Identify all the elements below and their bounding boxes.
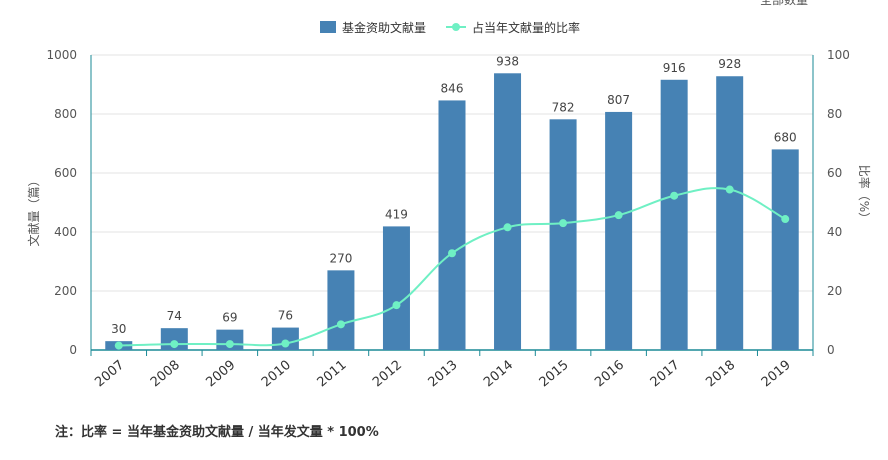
bar — [382, 226, 410, 350]
x-tick-label: 2014 — [481, 358, 516, 391]
ratio-point — [392, 301, 401, 310]
bar — [549, 119, 577, 350]
x-tick-label: 2010 — [259, 358, 294, 391]
legend-swatch-marker — [452, 23, 460, 31]
x-tick-label: 2018 — [703, 358, 738, 391]
legend-swatch-bar — [320, 21, 336, 33]
bar — [327, 270, 355, 350]
y-tick-label: 600 — [54, 166, 77, 180]
bar — [660, 79, 688, 350]
y-tick-label: 0 — [69, 343, 77, 357]
x-tick-label: 2015 — [537, 358, 572, 391]
x-tick-label: 2012 — [370, 358, 405, 391]
ratio-point — [170, 340, 179, 349]
legend-label-bar: 基金资助文献量 — [342, 20, 426, 35]
ratio-point — [559, 219, 568, 228]
x-tick-label: 2017 — [648, 358, 683, 391]
y-axis-title: 文献量（篇） — [26, 174, 41, 246]
bar-value-label: 680 — [774, 130, 797, 144]
bar-value-label: 30 — [111, 322, 126, 336]
bar-value-label: 846 — [441, 81, 464, 95]
x-tick-label: 2019 — [759, 358, 794, 391]
bar — [605, 111, 633, 350]
bar-value-label: 782 — [552, 100, 575, 114]
corner-label: 全部数量 — [760, 0, 809, 7]
bar-value-label: 419 — [385, 207, 408, 221]
bar — [771, 149, 799, 350]
ratio-point — [670, 191, 679, 200]
ratio-point — [781, 215, 790, 224]
bar — [494, 73, 522, 350]
bar-value-label: 270 — [329, 251, 352, 265]
y-tick-label: 400 — [54, 225, 77, 239]
x-tick-label: 2008 — [148, 358, 183, 391]
legend-label-line: 占当年文献量的比率 — [472, 20, 580, 35]
bar-value-label: 74 — [167, 309, 182, 323]
footnote: 注：比率 = 当年基金资助文献量 / 当年发文量 * 100% — [55, 425, 379, 440]
ratio-point — [225, 340, 234, 349]
legend-item-bar[interactable]: 基金资助文献量 — [320, 20, 426, 35]
ratio-point — [281, 339, 290, 348]
y2-axis-title: 比率（%） — [857, 165, 872, 224]
y2-tick-label: 40 — [827, 225, 842, 239]
chart-legend: 基金资助文献量 占当年文献量的比率 — [320, 20, 580, 35]
data-labels: 30 74 69 76 270 419 846 938 782 807 916 928 680 — [111, 54, 797, 336]
x-tick-label: 2007 — [92, 358, 127, 391]
bar-value-label: 928 — [718, 57, 741, 71]
y-tick-label: 800 — [54, 107, 77, 121]
ratio-point — [503, 223, 512, 232]
ratio-point — [114, 341, 123, 350]
bar-value-label: 916 — [663, 61, 686, 75]
y2-tick-label: 20 — [827, 284, 842, 298]
ratio-point — [336, 320, 345, 329]
legend-item-line[interactable]: 占当年文献量的比率 — [446, 20, 580, 35]
y2-tick-label: 60 — [827, 166, 842, 180]
y2-tick-label: 100 — [827, 48, 850, 62]
ratio-point — [448, 249, 456, 258]
bar-value-label: 76 — [278, 309, 293, 323]
x-tick-label: 2013 — [426, 358, 461, 391]
ratio-point — [614, 211, 623, 220]
y-tick-label: 1000 — [46, 48, 77, 62]
line-series — [114, 185, 790, 350]
y-tick-label: 200 — [54, 284, 77, 298]
ratio-point — [725, 185, 734, 194]
bar — [438, 100, 466, 351]
y2-tick-label: 0 — [827, 343, 835, 357]
x-tick-label: 2011 — [315, 358, 350, 391]
bar-series — [105, 73, 799, 351]
bar-value-label: 69 — [222, 311, 237, 325]
y2-tick-label: 80 — [827, 107, 842, 121]
bar — [716, 76, 744, 351]
x-tick-label: 2016 — [592, 358, 627, 391]
bar-value-label: 807 — [607, 93, 630, 107]
bar-value-label: 938 — [496, 54, 519, 68]
x-tick-label: 2009 — [203, 358, 238, 391]
